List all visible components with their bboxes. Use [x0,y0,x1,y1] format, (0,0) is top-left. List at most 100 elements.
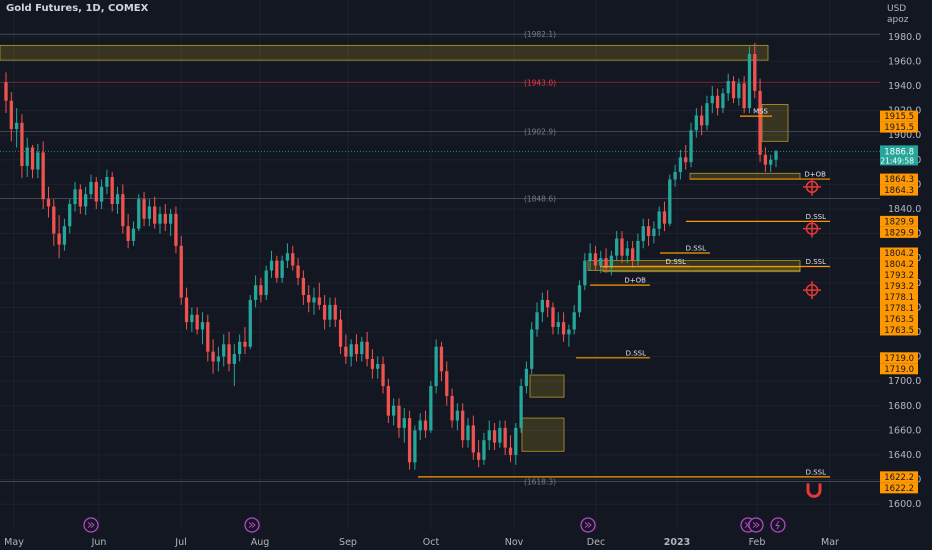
candle-body [668,179,672,224]
symbol-title: Gold Futures, 1D, COMEX [6,3,149,14]
candle-body [450,395,454,421]
zone-box [587,260,801,271]
level-annotation: D.SSL [806,468,827,476]
candle-body [307,295,311,303]
candle-body [769,159,773,165]
candle-body [689,130,693,163]
candle-body [216,356,221,362]
candle-body [439,346,444,372]
candle-body [301,277,306,296]
candle-body [726,81,730,94]
candle-body [285,253,290,261]
candle-layer [4,42,778,470]
price-tag-label: 1793.2 [884,271,914,281]
x-tick-label: Oct [423,537,440,548]
candle-body [147,206,152,219]
candle-body [694,115,698,131]
candle-body [349,344,353,357]
price-tag [880,121,918,133]
y-tick-label: 1660.0 [888,425,921,436]
y-tick-label: 1900.0 [888,130,921,141]
candle-body [747,53,752,109]
candle-body [407,418,412,463]
currency-label: USD [887,4,907,14]
candle-body [57,233,61,245]
candle-body [168,213,173,224]
candle-body [482,440,486,460]
candle-body [445,371,449,396]
candle-body [508,447,513,455]
candle-body [662,211,667,224]
price-tag [880,215,918,227]
price-tag-label: 1829.9 [884,217,914,227]
price-tag [880,313,918,325]
candle-body [625,248,629,256]
candle-body [583,260,587,286]
x-tick-label: May [4,537,24,548]
candle-body [376,363,380,369]
candle-body [52,206,56,234]
candle-body [94,181,98,202]
candle-body [381,363,385,387]
zone-box [521,417,565,452]
price-tag-label: 1915.5 [884,123,914,133]
candle-body [604,258,608,268]
price-tag [880,352,918,364]
price-tag [880,280,918,292]
y-tick-label: 1940.0 [888,81,921,92]
price-tag-label: 1778.1 [884,293,914,303]
candle-body [567,329,571,335]
x-tick-label: 2023 [664,537,690,548]
icon-layer [83,177,822,533]
price-tag [880,173,918,185]
y-tick-label: 1680.0 [888,401,921,412]
level-annotation: D.SSL [666,258,687,266]
candle-body [572,312,576,330]
price-axis: 1600.01620.01640.01660.01680.01700.01720… [880,32,921,510]
event-icon [752,522,760,528]
candle-body [753,53,757,91]
y-tick-label: 1980.0 [888,32,921,43]
price-tag [880,247,918,259]
price-tag-label: 1763.5 [884,315,914,325]
candle-body [9,100,13,130]
candle-body [705,103,709,126]
candle-body [487,430,491,441]
candle-body [360,341,364,355]
price-tag [880,291,918,303]
candle-body [115,194,120,205]
candle-body [721,93,725,109]
candle-body [652,228,656,237]
price-tag-label: 1622.2 [884,484,914,494]
candle-body [535,312,539,330]
candle-body [211,351,215,362]
candle-body [62,226,67,245]
current-price-tag [880,145,918,166]
candle-body [365,341,369,360]
x-tick-label: Aug [251,537,270,548]
x-tick-label: Mar [821,537,839,548]
x-tick-label: Jun [91,537,107,548]
candle-body [561,322,566,335]
candle-body [556,322,560,328]
candle-body [657,211,661,229]
candle-body [30,147,35,170]
zone-box [529,374,565,398]
candle-body [20,122,24,166]
level-annotation: MSS [753,108,768,116]
candle-body [131,228,136,241]
candle-body [328,304,332,320]
candle-body [530,329,534,369]
candle-body [577,285,582,313]
candle-body [731,81,736,99]
candle-body [105,176,109,187]
price-tag [880,258,918,270]
candle-body [317,297,321,305]
candle-body [503,427,507,448]
candle-body [36,152,40,170]
x-tick-label: Sep [339,537,357,548]
candle-body [195,314,199,330]
candle-body [609,255,614,268]
candle-body [540,299,544,313]
